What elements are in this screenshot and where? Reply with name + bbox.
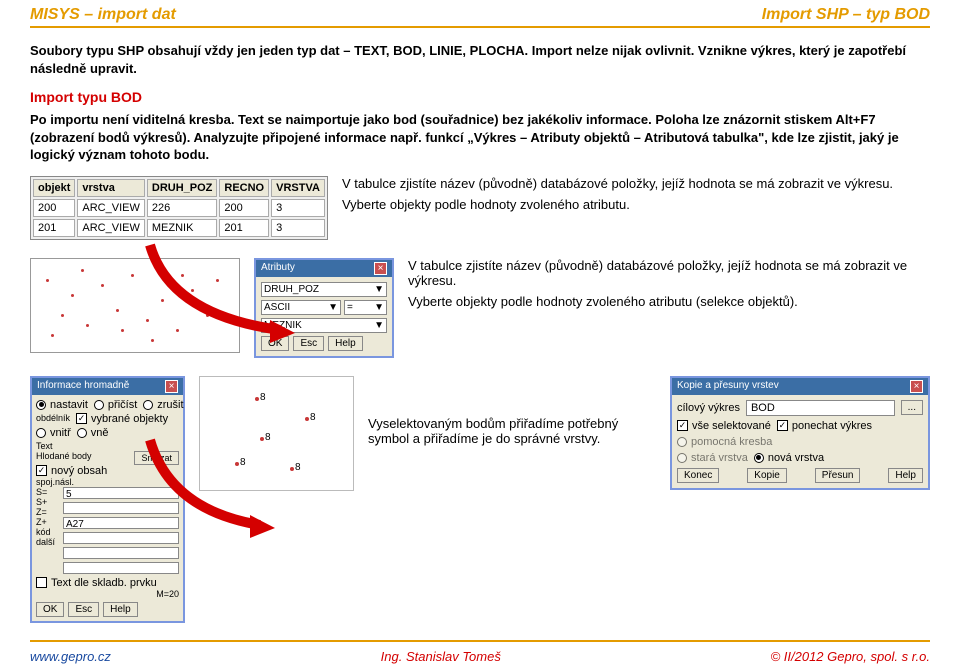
- row2-text-1: V tabulce zjistíte název (původně) datab…: [408, 258, 930, 288]
- input-field[interactable]: 5: [63, 487, 179, 499]
- th-objekt: objekt: [33, 179, 75, 197]
- input-field[interactable]: [63, 532, 179, 544]
- label-cilovy: cílový výkres: [677, 402, 740, 414]
- th-vrstva2: VRSTVA: [271, 179, 325, 197]
- radio-pomocna[interactable]: pomocná kresba: [677, 436, 772, 448]
- smazat-button[interactable]: Smazat: [134, 451, 179, 465]
- dropdown-field[interactable]: =▼: [344, 300, 387, 315]
- header-right: Import SHP – typ BOD: [762, 6, 930, 24]
- atributy-dialog: Atributy × DRUH_POZ▼ ASCII▼ =▼ MEZNIK▼ O…: [254, 258, 394, 358]
- footer-mid: Ing. Stanislav Tomeš: [111, 649, 771, 664]
- input-field[interactable]: A27: [63, 517, 179, 529]
- chk-novy[interactable]: ✓nový obsah: [36, 465, 179, 477]
- help-button[interactable]: Help: [888, 468, 923, 483]
- th-recno: RECNO: [219, 179, 269, 197]
- radio-zrusit[interactable]: zrušit: [143, 399, 183, 411]
- dropdown-field[interactable]: ASCII▼: [261, 300, 341, 315]
- radio-pricist[interactable]: přičíst: [94, 399, 137, 411]
- scatter-plot-2: 8 8 8 8 8: [199, 376, 354, 491]
- close-icon[interactable]: ×: [374, 262, 387, 275]
- input-field[interactable]: [63, 547, 179, 559]
- intro-paragraph: Soubory typu SHP obsahují vždy jen jeden…: [30, 42, 930, 77]
- row3-text: Vyselektovaným bodům přiřadíme potřebný …: [368, 416, 656, 446]
- ok-button[interactable]: OK: [261, 336, 289, 351]
- close-icon[interactable]: ×: [910, 380, 923, 393]
- th-druhpoz: DRUH_POZ: [147, 179, 218, 197]
- kopie-button[interactable]: Kopie: [747, 468, 787, 483]
- table-row: 201 ARC_VIEW MEZNIK 201 3: [33, 219, 325, 237]
- dropdown-field[interactable]: MEZNIK▼: [261, 318, 387, 333]
- info-dialog: Informace hromadně × nastavit přičíst zr…: [30, 376, 185, 623]
- radio-vne[interactable]: vně: [77, 427, 109, 439]
- esc-button[interactable]: Esc: [293, 336, 324, 351]
- scatter-plot: [30, 258, 240, 353]
- help-button[interactable]: Help: [328, 336, 363, 351]
- table-row: 200 ARC_VIEW 226 200 3: [33, 199, 325, 217]
- dialog-title-text: Kopie a přesuny vrstev: [677, 380, 779, 393]
- header-rule: [30, 26, 930, 28]
- konec-button[interactable]: Konec: [677, 468, 719, 483]
- footer-right: © II/2012 Gepro, spol. s r.o.: [771, 649, 930, 664]
- input-field[interactable]: [63, 562, 179, 574]
- input-field[interactable]: [63, 502, 179, 514]
- dialog-title-text: Informace hromadně: [37, 380, 129, 393]
- ok-button[interactable]: OK: [36, 602, 64, 617]
- dialog-title-text: Atributy: [261, 262, 295, 275]
- paragraph-2: Po importu není viditelná kresba. Text s…: [30, 111, 930, 164]
- header-left: MISYS – import dat: [30, 6, 176, 24]
- radio-stara[interactable]: stará vrstva: [677, 452, 748, 464]
- section-title: Import typu BOD: [30, 89, 930, 105]
- footer-left: www.gepro.cz: [30, 649, 111, 664]
- th-vrstva: vrstva: [77, 179, 144, 197]
- input-cilovy[interactable]: BOD: [746, 400, 895, 416]
- radio-vnitr[interactable]: vnitř: [36, 427, 71, 439]
- close-icon[interactable]: ×: [165, 380, 178, 393]
- row2-text-2: Vyberte objekty podle hodnoty zvoleného …: [408, 294, 930, 309]
- kopie-dialog: Kopie a přesuny vrstev × cílový výkres B…: [670, 376, 930, 490]
- footer-rule: [30, 640, 930, 642]
- chk-vse-selektovane[interactable]: ✓vše selektované: [677, 420, 771, 432]
- help-button[interactable]: Help: [103, 602, 138, 617]
- row1-text-1: V tabulce zjistíte název (původně) datab…: [342, 176, 930, 191]
- attribute-table: objekt vrstva DRUH_POZ RECNO VRSTVA 200 …: [30, 176, 328, 240]
- row1-text-2: Vyberte objekty podle hodnoty zvoleného …: [342, 197, 930, 212]
- chk-vybrane[interactable]: ✓vybrané objekty: [76, 413, 168, 425]
- chk-ponechat[interactable]: ✓ponechat výkres: [777, 420, 872, 432]
- radio-nastavit[interactable]: nastavit: [36, 399, 88, 411]
- dropdown-field[interactable]: DRUH_POZ▼: [261, 282, 387, 297]
- chk-sklad[interactable]: Text dle skladb. prvku: [36, 577, 179, 589]
- presun-button[interactable]: Přesun: [815, 468, 861, 483]
- esc-button[interactable]: Esc: [68, 602, 99, 617]
- browse-button[interactable]: ...: [901, 400, 923, 415]
- radio-nova[interactable]: nová vrstva: [754, 452, 824, 464]
